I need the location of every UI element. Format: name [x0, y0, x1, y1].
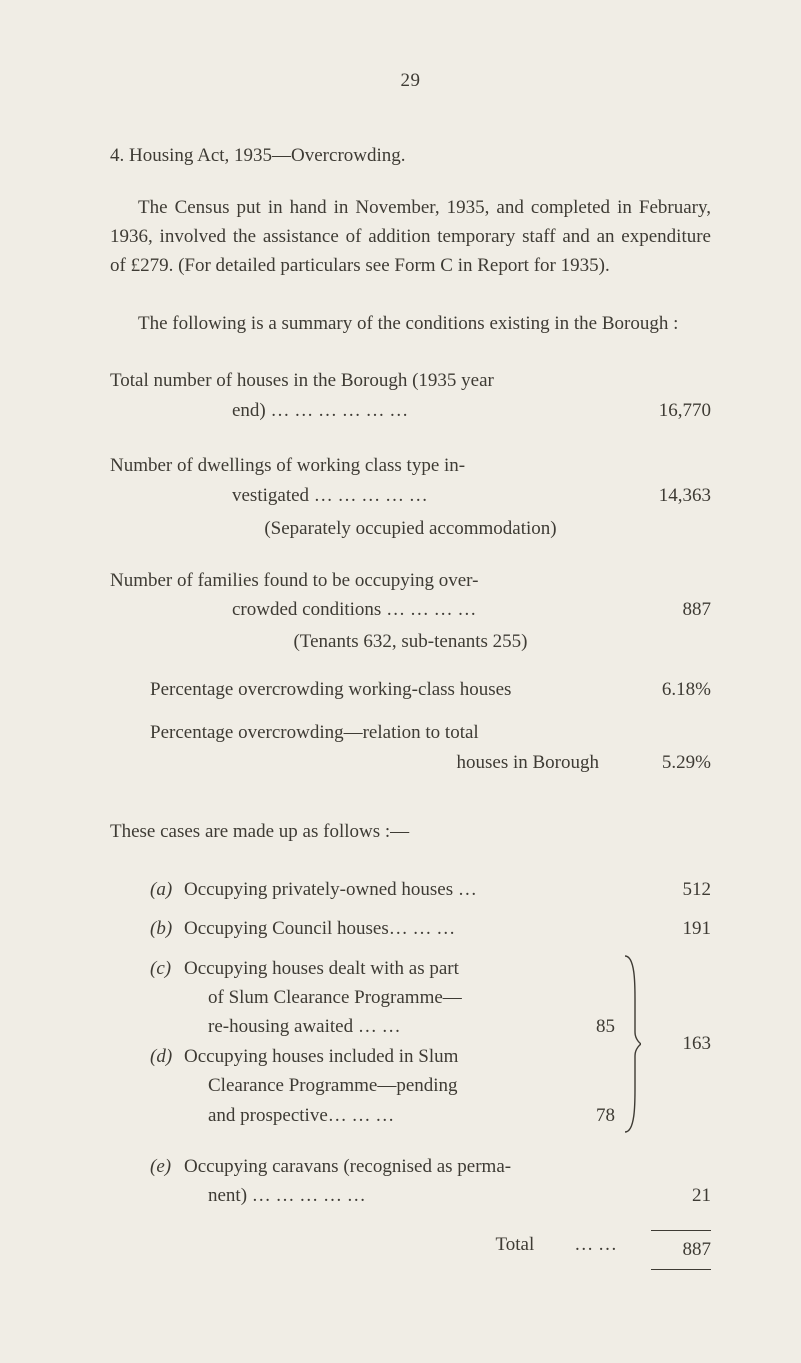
- item-d-mid-value: 78: [596, 1101, 615, 1130]
- pct2-value: 5.29%: [603, 748, 711, 777]
- item-a-letter: (a): [150, 875, 184, 904]
- stat3-value: 887: [603, 595, 711, 624]
- stat3-line2: crowded conditions … … … …: [152, 595, 603, 624]
- item-e-line1: Occupying caravans (recognised as perma-: [184, 1156, 511, 1177]
- item-b-text: Occupying Council houses… … …: [184, 914, 641, 943]
- cases-list: (a) Occupying privately-owned houses … 5…: [110, 875, 711, 1270]
- stat2-line1: Number of dwellings of working class typ…: [110, 455, 465, 476]
- paragraph-intro-2: The following is a summary of the condit…: [110, 309, 711, 338]
- stat1-line1: Total number of houses in the Borough (1…: [110, 370, 494, 391]
- item-d-letter: (d): [150, 1042, 184, 1130]
- item-d-line1: Occupying houses included in Slum: [184, 1046, 458, 1067]
- item-c-line3: re-housing awaited … …: [184, 1016, 401, 1037]
- item-e-value: 21: [692, 1181, 711, 1210]
- cases-intro: These cases are made up as follows :—: [110, 817, 711, 846]
- list-item-a: (a) Occupying privately-owned houses … 5…: [150, 875, 711, 904]
- rule-below-icon: [651, 1269, 711, 1270]
- stat2-line2: vestigated … … … … …: [152, 481, 603, 510]
- list-item-d: (d) Occupying houses included in Slum Cl…: [150, 1042, 621, 1130]
- stat-total-houses: Total number of houses in the Borough (1…: [110, 366, 711, 425]
- separately-occupied-note: (Separately occupied accommodation): [110, 518, 711, 540]
- paragraph-intro-1: The Census put in hand in November, 1935…: [110, 193, 711, 281]
- stat1-value: 16,770: [603, 396, 711, 425]
- total-value: 887: [683, 1239, 712, 1260]
- stat-dwellings-investigated: Number of dwellings of working class typ…: [110, 451, 711, 540]
- brace-total-value: 163: [683, 1029, 712, 1058]
- section-heading: 4. Housing Act, 1935—Overcrowding.: [110, 142, 711, 171]
- item-c-letter: (c): [150, 954, 184, 1042]
- pct2-line1: Percentage overcrowding—relation to tota…: [150, 722, 479, 743]
- item-d-line3: and prospective… … …: [184, 1105, 394, 1126]
- item-c-line1: Occupying houses dealt with as part: [184, 958, 459, 979]
- total-row: Total … … 887: [150, 1230, 711, 1269]
- total-dots: … …: [574, 1230, 641, 1269]
- item-e-line2: nent) … … … … …: [184, 1185, 366, 1206]
- page: 29 4. Housing Act, 1935—Overcrowding. Th…: [0, 0, 801, 1363]
- list-item-c: (c) Occupying houses dealt with as part …: [150, 954, 621, 1042]
- item-b-letter: (b): [150, 914, 184, 943]
- total-label: Total: [495, 1230, 574, 1269]
- stat3-line1: Number of families found to be occupying…: [110, 570, 478, 591]
- brace-group-cd: (c) Occupying houses dealt with as part …: [150, 954, 711, 1134]
- pct1-label: Percentage overcrowding working-class ho…: [150, 675, 603, 704]
- rule-above-icon: [651, 1230, 711, 1231]
- pct1-value: 6.18%: [603, 675, 711, 704]
- list-item-e: (e) Occupying caravans (recognised as pe…: [150, 1152, 711, 1211]
- item-a-value: 512: [641, 875, 711, 904]
- item-a-text: Occupying privately-owned houses …: [184, 875, 641, 904]
- stat-families-overcrowded: Number of families found to be occupying…: [110, 566, 711, 777]
- pct2-line2: houses in Borough: [150, 748, 603, 777]
- item-c-mid-value: 85: [596, 1012, 615, 1041]
- stat1-line2: end) … … … … … …: [152, 396, 603, 425]
- list-item-b: (b) Occupying Council houses… … … 191: [150, 914, 711, 943]
- page-number: 29: [110, 70, 711, 92]
- stat2-value: 14,363: [603, 481, 711, 510]
- curly-brace-icon: [621, 954, 641, 1134]
- item-b-value: 191: [641, 914, 711, 943]
- item-d-line2: Clearance Programme—pending: [184, 1075, 458, 1096]
- item-e-letter: (e): [150, 1152, 184, 1211]
- tenants-note: (Tenants 632, sub-tenants 255): [110, 631, 711, 653]
- item-c-line2: of Slum Clearance Programme—: [184, 987, 462, 1008]
